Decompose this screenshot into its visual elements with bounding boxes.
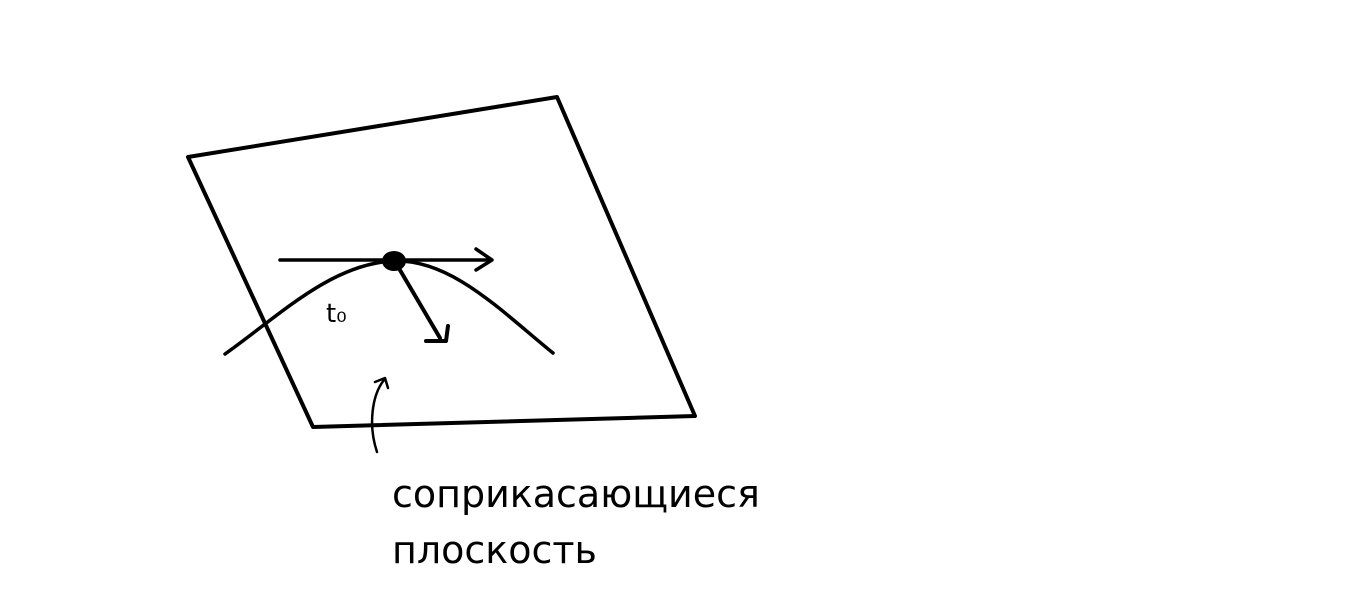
point-label: t₀ xyxy=(326,299,347,329)
caption-pointer xyxy=(370,378,386,454)
caption-line-1: соприкасающиеся xyxy=(392,472,760,516)
plane-caption: соприкасающиеся плоскость xyxy=(392,466,760,578)
normal-vector xyxy=(395,263,442,340)
plane-outline xyxy=(186,95,697,429)
tangent-arrowhead xyxy=(474,247,494,272)
curve-point xyxy=(382,251,406,271)
caption-pointer-arrowhead xyxy=(373,376,390,390)
normal-arrowhead xyxy=(424,324,450,343)
caption-line-2: плоскость xyxy=(392,528,597,572)
